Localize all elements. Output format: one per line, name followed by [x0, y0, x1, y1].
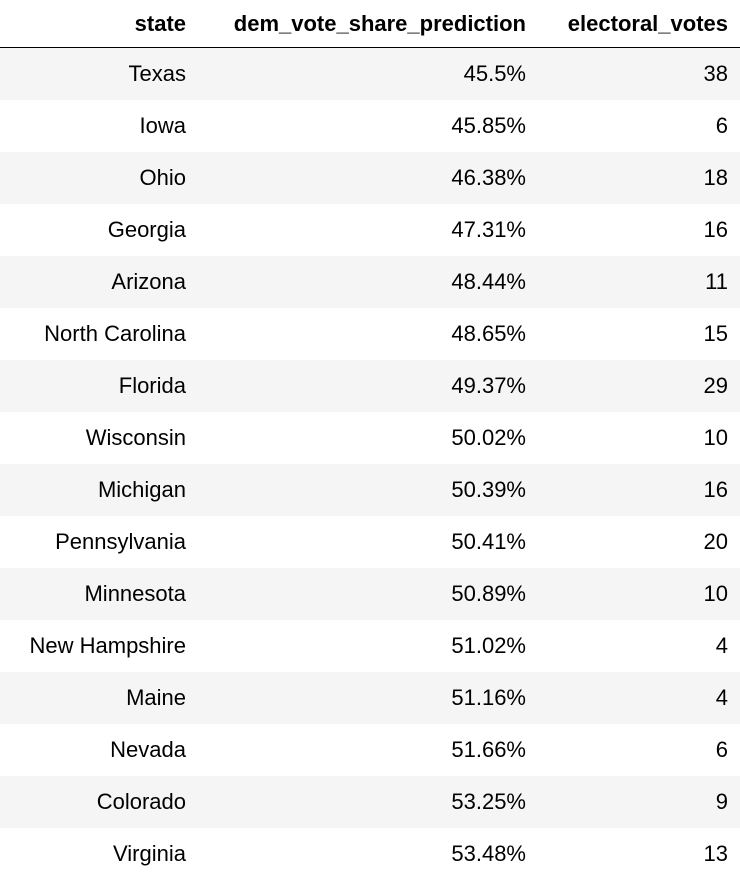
cell-electoral-votes: 16 — [540, 463, 740, 516]
cell-state: Iowa — [0, 99, 200, 152]
cell-electoral-votes: 4 — [540, 619, 740, 672]
cell-dem-vote-share-prediction: 48.65% — [200, 307, 540, 360]
cell-electoral-votes: 6 — [540, 723, 740, 776]
table-row: Florida 49.37% 29 — [0, 359, 740, 412]
cell-state: Maine — [0, 671, 200, 724]
cell-electoral-votes: 13 — [540, 827, 740, 880]
cell-dem-vote-share-prediction: 50.41% — [200, 515, 540, 568]
cell-state: Wisconsin — [0, 411, 200, 464]
cell-state: Minnesota — [0, 567, 200, 620]
cell-state: North Carolina — [0, 307, 200, 360]
table-row: Michigan 50.39% 16 — [0, 463, 740, 516]
cell-state: Colorado — [0, 775, 200, 828]
cell-state: Georgia — [0, 203, 200, 256]
cell-dem-vote-share-prediction: 46.38% — [200, 151, 540, 204]
cell-dem-vote-share-prediction: 51.02% — [200, 619, 540, 672]
cell-dem-vote-share-prediction: 45.5% — [200, 47, 540, 100]
table-header: state dem_vote_share_prediction electora… — [0, 0, 740, 48]
cell-dem-vote-share-prediction: 53.25% — [200, 775, 540, 828]
table-row: Nevada 51.66% 6 — [0, 723, 740, 776]
cell-electoral-votes: 11 — [540, 255, 740, 308]
cell-state: Michigan — [0, 463, 200, 516]
cell-state: New Hampshire — [0, 619, 200, 672]
cell-electoral-votes: 20 — [540, 515, 740, 568]
table-row: North Carolina 48.65% 15 — [0, 307, 740, 360]
cell-state: Florida — [0, 359, 200, 412]
table-row: Virginia 53.48% 13 — [0, 827, 740, 880]
cell-electoral-votes: 15 — [540, 307, 740, 360]
table-row: Maine 51.16% 4 — [0, 671, 740, 724]
table-row: Minnesota 50.89% 10 — [0, 567, 740, 620]
table-row: New Hampshire 51.02% 4 — [0, 619, 740, 672]
cell-electoral-votes: 38 — [540, 47, 740, 100]
table-row: Wisconsin 50.02% 10 — [0, 411, 740, 464]
cell-state: Ohio — [0, 151, 200, 204]
cell-dem-vote-share-prediction: 51.16% — [200, 671, 540, 724]
cell-state: Arizona — [0, 255, 200, 308]
cell-dem-vote-share-prediction: 50.02% — [200, 411, 540, 464]
cell-electoral-votes: 10 — [540, 567, 740, 620]
cell-dem-vote-share-prediction: 45.85% — [200, 99, 540, 152]
column-header-electoral-votes: electoral_votes — [540, 0, 740, 48]
table-row: Iowa 45.85% 6 — [0, 99, 740, 152]
column-header-state: state — [0, 0, 200, 48]
table-row: Texas 45.5% 38 — [0, 47, 740, 100]
table-row: Georgia 47.31% 16 — [0, 203, 740, 256]
cell-electoral-votes: 4 — [540, 671, 740, 724]
cell-dem-vote-share-prediction: 49.37% — [200, 359, 540, 412]
cell-dem-vote-share-prediction: 51.66% — [200, 723, 540, 776]
header-row: state dem_vote_share_prediction electora… — [0, 0, 740, 48]
table-row: Ohio 46.38% 18 — [0, 151, 740, 204]
cell-dem-vote-share-prediction: 50.89% — [200, 567, 540, 620]
cell-state: Virginia — [0, 827, 200, 880]
table-row: Arizona 48.44% 11 — [0, 255, 740, 308]
cell-electoral-votes: 16 — [540, 203, 740, 256]
cell-dem-vote-share-prediction: 53.48% — [200, 827, 540, 880]
cell-dem-vote-share-prediction: 48.44% — [200, 255, 540, 308]
cell-state: Nevada — [0, 723, 200, 776]
cell-state: Texas — [0, 47, 200, 100]
table-row: Pennsylvania 50.41% 20 — [0, 515, 740, 568]
cell-electoral-votes: 18 — [540, 151, 740, 204]
table-body: Texas 45.5% 38 Iowa 45.85% 6 Ohio 46.38%… — [0, 47, 740, 880]
cell-electoral-votes: 6 — [540, 99, 740, 152]
column-header-dem-vote-share-prediction: dem_vote_share_prediction — [200, 0, 540, 48]
cell-dem-vote-share-prediction: 47.31% — [200, 203, 540, 256]
cell-electoral-votes: 29 — [540, 359, 740, 412]
cell-dem-vote-share-prediction: 50.39% — [200, 463, 540, 516]
table-row: Colorado 53.25% 9 — [0, 775, 740, 828]
cell-state: Pennsylvania — [0, 515, 200, 568]
cell-electoral-votes: 10 — [540, 411, 740, 464]
cell-electoral-votes: 9 — [540, 775, 740, 828]
